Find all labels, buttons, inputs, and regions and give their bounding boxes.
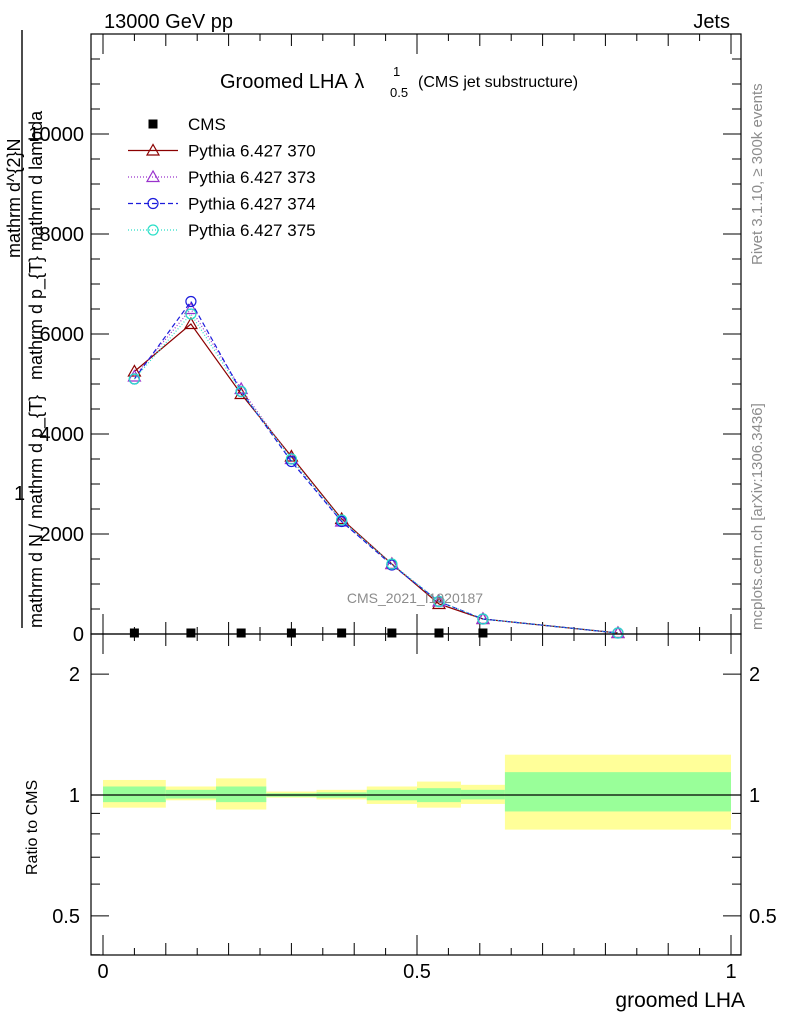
ratio-y-tick-label-left: 0.5 (52, 906, 80, 928)
series-2-point (183, 301, 198, 315)
series-line-2 (133, 307, 619, 634)
legend-marker (145, 169, 161, 183)
series-4-point (336, 514, 348, 526)
analysis-watermark: CMS_2021_I1920187 (347, 590, 483, 606)
series-3-point (185, 295, 197, 308)
series-line-1 (134, 323, 619, 634)
title-main: Groomed LHA (220, 71, 348, 93)
series-4-point (386, 558, 398, 570)
svg-text:Groomed LHA λ: Groomed LHA λ (220, 71, 364, 93)
x-tick-label: 1 (725, 961, 736, 983)
cms-data-point (286, 628, 296, 638)
legend-marker (148, 119, 158, 129)
ratio-y-tick-label-right: 0.5 (749, 906, 777, 928)
title-lambda: λ (354, 71, 364, 93)
main-y-axis-label: 1 mathrm d N / mathrm d p_{T} mathrm d^{… (4, 30, 47, 628)
y-tick-label: 8000 (40, 224, 85, 246)
cms-data-point (186, 628, 196, 638)
ratio-band-green (165, 789, 217, 799)
series-4-point (477, 613, 489, 625)
ratio-y-tick-label-left: 2 (69, 664, 80, 686)
cms-data-point (129, 628, 139, 638)
ratio-band-green (504, 772, 731, 812)
ratio-y-axis-label: Ratio to CMS (24, 780, 41, 875)
y-tick-label: 6000 (40, 324, 85, 346)
ylabel-left-text: mathrm d N / mathrm d p_{T} (26, 395, 47, 628)
series-line-3 (133, 300, 619, 634)
series-4-point (433, 595, 445, 608)
mcplots-url-text: mcplots.cern.ch [arXiv:1306.3436] (749, 403, 766, 630)
y-tick-label: 0 (73, 624, 84, 646)
ratio-band-green (216, 786, 267, 803)
legend-label: Pythia 6.427 370 (188, 142, 316, 161)
ratio-y-tick-label-right: 2 (749, 664, 760, 686)
ratio-y-ticks: 0.5 0.5 1 1 2 2 (52, 664, 777, 956)
y-tick-label: 2000 (40, 524, 85, 546)
legend-label: CMS (188, 115, 226, 134)
legend: CMS Pythia 6.427 370 Pythia 6.427 373 Pythi… (128, 115, 316, 240)
ratio-uncertainty-bands (103, 754, 731, 830)
series-4-point (235, 385, 247, 398)
title-subscript: 0.5 (390, 85, 408, 100)
series-4-point (185, 308, 197, 320)
x-axis-label: groomed LHA (615, 989, 745, 1012)
header-energy: 13000 GeV pp (104, 11, 233, 33)
ratio-y-tick-label-left: 1 (69, 785, 80, 807)
ylabel-fraction-one: 1 (14, 483, 25, 505)
main-plot-panel: 0 2000 4000 6000 8000 10000 CMS_2021_I1920187… (28, 33, 742, 646)
cms-data-point (387, 628, 397, 638)
series-1-point (183, 316, 198, 330)
legend-marker (147, 197, 159, 210)
x-tick-label: 0 (97, 961, 108, 983)
cms-data-point (236, 628, 246, 638)
title-note: (CMS jet substructure) (418, 74, 578, 91)
ratio-y-tick-label-right: 1 (749, 785, 760, 807)
series-4-point (612, 627, 624, 639)
chart-title: Groomed LHA λ 1 0.5 (CMS jet substructur… (220, 64, 578, 100)
ratio-band-green (103, 786, 166, 803)
ylabel-numerator: mathrm d^{2}N (4, 139, 24, 259)
ratio-x-ticks: 0 0.5 1 (97, 634, 737, 983)
series-4-point (128, 373, 140, 385)
legend-marker (147, 224, 159, 236)
main-y-ticks: 0 2000 4000 6000 8000 10000 (28, 33, 741, 646)
y-tick-label: 10000 (28, 124, 84, 146)
y-tick-label: 4000 (40, 424, 85, 446)
legend-label: Pythia 6.427 373 (188, 168, 316, 187)
header-jets: Jets (693, 11, 730, 33)
ratio-plot-panel: 0.5 0.51 12 2 0 0.5 1 Ratio to CMS (24, 633, 777, 983)
x-tick-label: 0.5 (403, 961, 431, 983)
legend-label: Pythia 6.427 375 (188, 221, 316, 240)
cms-data-point (337, 628, 347, 638)
ylabel-denominator: mathrm d p_{T} mathrm d lambda (26, 110, 47, 380)
series-4-point (285, 453, 297, 465)
cms-data-point (478, 628, 488, 638)
rivet-version-text: Rivet 3.1.10, ≥ 300k events (749, 83, 766, 265)
series-line-4 (133, 313, 619, 634)
legend-label: Pythia 6.427 374 (188, 195, 316, 214)
cms-data-point (434, 628, 444, 638)
title-superscript: 1 (393, 64, 400, 79)
legend-marker (145, 143, 161, 156)
main-data-marks (127, 295, 625, 639)
